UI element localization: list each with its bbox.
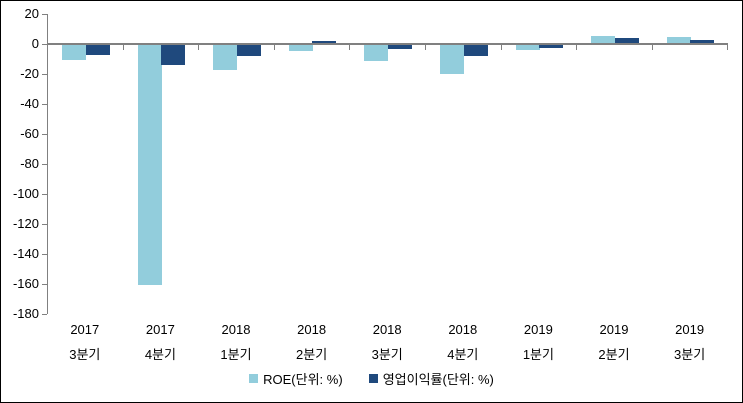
bar-opmargin-2018-q3 [388,45,412,49]
bar-roe-2018-q1 [213,45,237,70]
category-year: 2017 [70,322,100,337]
category-year: 2018 [448,322,478,337]
bar-opmargin-2018-q2 [312,41,336,43]
category-tick-mark [652,45,653,50]
legend-item-opmargin: 영업이익률(단위: %) [368,369,494,388]
y-tick-mark [42,104,47,105]
bar-roe-2018-q2 [289,45,313,51]
bar-roe-2019-q2 [591,36,615,43]
category-label: 2019 1분기 [501,317,577,367]
category-year: 2018 [372,322,402,337]
legend-swatch-icon [249,374,259,383]
y-tick-mark [42,284,47,285]
legend-swatch-icon [368,374,378,383]
y-tick-label: -20 [20,66,39,81]
legend-label: 영업이익률(단위: %) [382,372,494,387]
y-tick-label: -40 [20,96,39,111]
legend-item-roe: ROE(단위: %) [249,369,343,388]
bar-opmargin-2019-q2 [615,38,639,43]
category-tick-mark [123,45,124,50]
category-year: 2018 [297,322,327,337]
category-year: 2018 [221,322,251,337]
category-quarter: 3분기 [69,347,101,362]
category-label: 2019 3분기 [652,317,728,367]
bar-roe-2018-q4 [440,45,464,74]
category-label: 2018 1분기 [198,317,274,367]
y-tick-mark [42,314,47,315]
y-tick-mark [42,134,47,135]
bar-roe-2017-q4 [138,45,162,285]
bar-opmargin-2019-q1 [539,45,563,48]
zero-axis-line [47,43,729,45]
bar-roe-2017-q3 [62,45,86,60]
bar-opmargin-2018-q1 [237,45,261,56]
bar-opmargin-2018-q4 [464,45,488,56]
category-tick-mark [349,45,350,50]
y-tick-label: -160 [12,276,39,291]
bar-roe-2019-q1 [516,45,540,50]
bar-roe-2019-q3 [667,37,691,43]
category-tick-mark [501,45,502,50]
y-tick-mark [42,14,47,15]
bar-opmargin-2019-q3 [690,40,714,43]
category-label: 2017 3분기 [47,317,123,367]
y-tick-mark [42,74,47,75]
y-tick-mark [42,194,47,195]
category-year: 2019 [675,322,705,337]
bar-roe-2018-q3 [364,45,388,61]
category-tick-mark [198,45,199,50]
category-year: 2017 [145,322,175,337]
category-quarter: 3분기 [674,347,706,362]
y-tick-label: -180 [12,306,39,321]
category-quarter: 3분기 [371,347,403,362]
y-tick-mark [42,224,47,225]
legend: ROE(단위: %) 영업이익률(단위: %) [1,369,742,388]
bar-opmargin-2017-q3 [86,45,110,55]
category-label: 2018 2분기 [274,317,350,367]
category-quarter: 4분기 [144,347,176,362]
category-label: 2018 3분기 [349,317,425,367]
category-tick-mark [274,45,275,50]
category-tick-mark [576,45,577,50]
category-quarter: 1분기 [522,347,554,362]
y-tick-mark [42,44,47,45]
category-quarter: 2분기 [598,347,630,362]
y-axis-line [47,14,48,314]
y-tick-label: -60 [20,126,39,141]
category-label: 2017 4분기 [123,317,199,367]
category-tick-mark [425,45,426,50]
category-year: 2019 [599,322,629,337]
y-tick-label: -80 [20,156,39,171]
y-tick-mark [42,254,47,255]
y-tick-label: -100 [12,186,39,201]
y-tick-mark [42,164,47,165]
y-tick-label: -140 [12,246,39,261]
category-quarter: 1분기 [220,347,252,362]
y-tick-label: 20 [24,6,39,21]
y-tick-label: -120 [12,216,39,231]
bar-opmargin-2017-q4 [161,45,185,65]
category-label: 2019 2분기 [576,317,652,367]
legend-label: ROE(단위: %) [263,372,343,387]
category-year: 2019 [523,322,553,337]
category-label: 2018 4분기 [425,317,501,367]
category-quarter: 4분기 [447,347,479,362]
category-tick-mark [727,45,728,50]
category-quarter: 2분기 [296,347,328,362]
y-tick-label: 0 [31,36,39,51]
